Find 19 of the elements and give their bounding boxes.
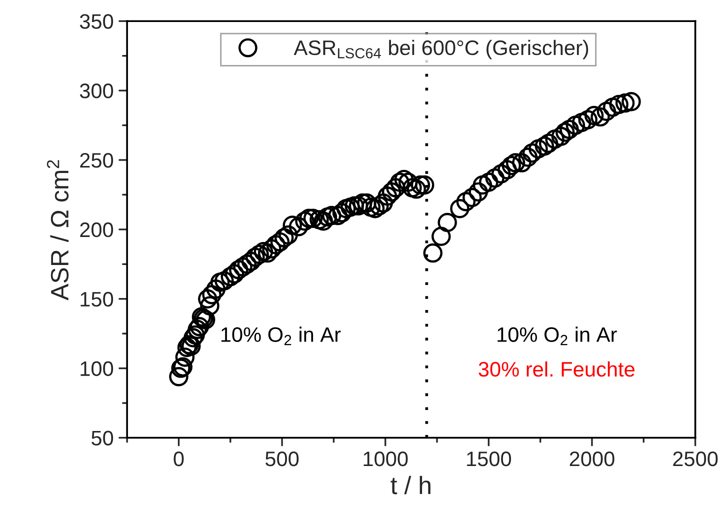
annotation: 10% O$_{2}$ in Ar bbox=[498, 326, 617, 346]
y-tick-label: 150 bbox=[80, 292, 114, 307]
legend-label: ASR$_{LSC64}$ bei 600°C (Gerischer) bbox=[294, 40, 588, 60]
y-tick-label: 100 bbox=[80, 361, 114, 376]
y-tick-label: 50 bbox=[92, 430, 114, 446]
y-tick-label: 250 bbox=[80, 152, 114, 168]
x-tick-label: 2000 bbox=[570, 451, 614, 466]
x-tick-label: 1500 bbox=[467, 451, 512, 466]
x-tick-label: 2500 bbox=[673, 451, 718, 466]
y-tick-label: 350 bbox=[80, 14, 114, 29]
x-tick-label: 0 bbox=[174, 451, 184, 466]
annotation: 30% rel. Feuchte bbox=[478, 361, 634, 377]
annotation: 10% O$_{2}$ in Ar bbox=[221, 326, 341, 346]
y-axis-title: ASR / Ω cm$^{2}$ bbox=[46, 160, 69, 300]
x-axis-title: t / h bbox=[390, 476, 430, 494]
x-tick-label: 1000 bbox=[364, 451, 408, 466]
y-tick-label: 300 bbox=[80, 84, 114, 98]
x-tick-label: 500 bbox=[265, 451, 299, 466]
y-tick-label: 200 bbox=[80, 222, 114, 238]
